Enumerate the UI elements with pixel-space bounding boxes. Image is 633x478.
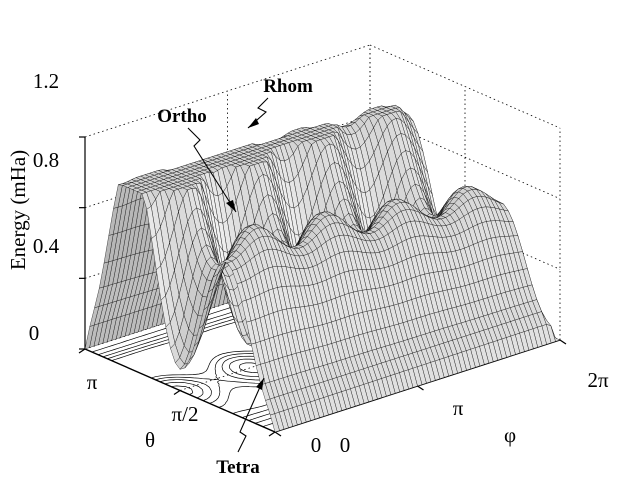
z-tick-label-0: 0 — [29, 321, 40, 345]
grid-line — [559, 339, 567, 345]
surface-patch — [270, 413, 280, 433]
tetra-arrowhead — [256, 378, 264, 390]
z-tick-label-1.2: 1.2 — [33, 69, 59, 93]
phi-axis-label: φ — [504, 423, 516, 447]
z-tick-label-0.4: 0.4 — [33, 234, 60, 258]
theta-tick-label-pi-half: π/2 — [172, 402, 199, 426]
grid-line — [274, 431, 282, 437]
z-tick-label-0.8: 0.8 — [33, 148, 59, 172]
z-axis-label: Energy (mHa) — [6, 150, 30, 270]
energy-surface — [84, 104, 561, 433]
grid-line — [369, 115, 561, 200]
grid-line — [173, 390, 181, 395]
grid-line — [417, 385, 424, 391]
annotation-leaders — [187, 97, 269, 453]
phi-tick-label-pi: π — [453, 396, 464, 420]
tetra-leader — [237, 377, 265, 453]
annotation-tetra: Tetra — [216, 457, 260, 478]
annotation-rhom: Rhom — [263, 76, 313, 97]
theta-tick-label-0: 0 — [311, 433, 322, 457]
theta-tick-label-pi: π — [87, 370, 98, 394]
annotation-ortho: Ortho — [157, 106, 207, 127]
ortho-arrowhead — [226, 200, 236, 212]
phi-tick-label-2pi: 2π — [587, 368, 609, 392]
rhom-arrowhead — [248, 118, 259, 128]
phi-tick-label-0: 0 — [340, 433, 351, 457]
theta-axis-label: θ — [145, 428, 155, 452]
grid-line — [78, 348, 86, 354]
ortho-leader — [187, 127, 237, 213]
grid-line — [268, 431, 276, 437]
